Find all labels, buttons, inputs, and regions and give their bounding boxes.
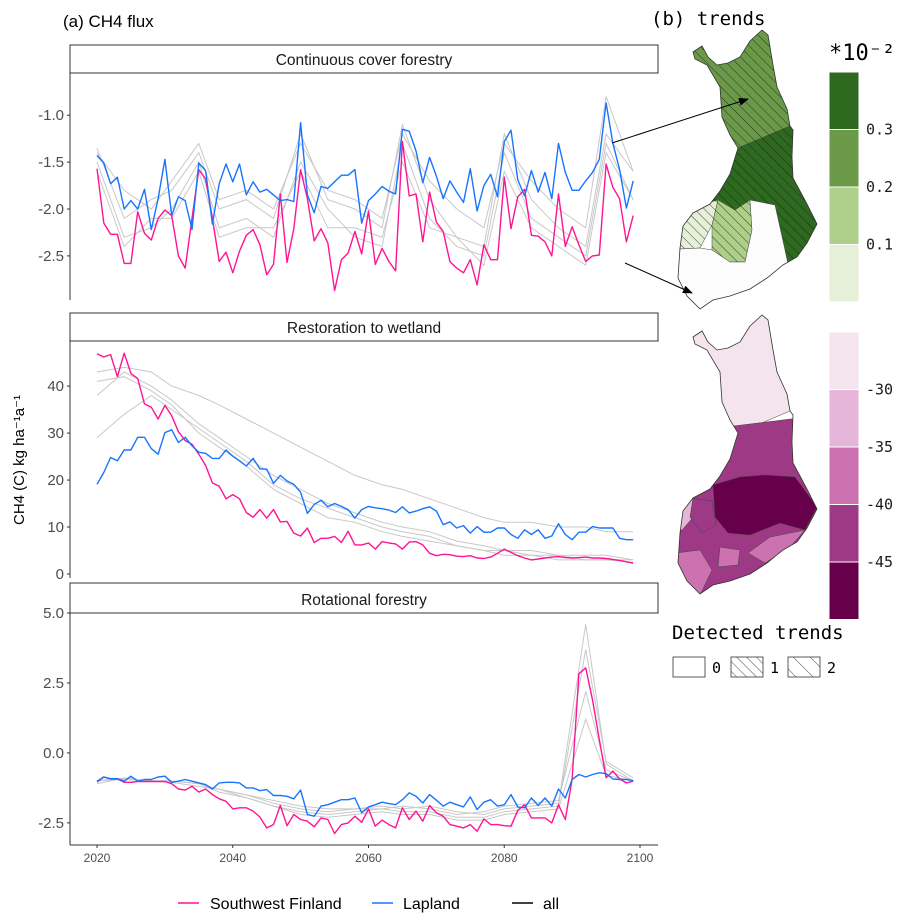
y-tick-label: -2.0	[38, 201, 64, 218]
region-ostrobothnia	[689, 497, 717, 534]
y-tick-label: -2.5	[38, 815, 64, 832]
panel-0: Continuous cover forestry -1.0 -1.5 -2.0 -2.…	[38, 44, 659, 300]
y-axis-label: CH4 (C) kg ha⁻¹a⁻¹	[11, 395, 28, 525]
series-line-southwest-finland	[96, 667, 634, 835]
y-tick-label: 30	[47, 425, 64, 442]
region-southwest	[678, 549, 713, 594]
trend-key-1	[730, 656, 764, 678]
facet-title: Continuous cover forestry	[276, 52, 453, 69]
map-trend-green	[677, 29, 818, 310]
x-tick-label: 2020	[84, 851, 111, 865]
trend-label-2: 2	[827, 659, 836, 677]
y-tick-label: 2.5	[43, 675, 64, 692]
facet-title: Restoration to wetland	[287, 320, 441, 337]
series-line-lapland	[96, 772, 634, 817]
finland-outline	[677, 29, 818, 310]
series-line-southwest-finland	[96, 140, 634, 292]
legend-label-southwest: Southwest Finland	[210, 896, 342, 913]
y-tick-label: -2.5	[38, 248, 64, 265]
y-tick-label: 5.0	[43, 605, 64, 622]
map-trend-purple	[677, 314, 818, 595]
colorbar-bin	[828, 446, 860, 505]
colorbar-label: -45	[866, 553, 893, 571]
colorbar-label: -30	[866, 381, 893, 399]
panel-2: Rotational forestry 5.0 2.5 0.0 -2.5 2020 2040…	[38, 582, 659, 865]
trend-key-2	[787, 656, 821, 678]
y-tick-label: -1.5	[38, 154, 64, 171]
finland-outline	[677, 314, 818, 595]
colorbar-label: -35	[866, 438, 893, 456]
series-line-region	[96, 366, 634, 533]
colorbar-bin	[828, 129, 860, 188]
colorbar-green: 0.3 0.2 0.1	[828, 71, 893, 303]
series-line-region	[96, 717, 634, 821]
detected-trends-title: Detected trends	[672, 622, 844, 644]
legend: Southwest Finland Lapland all	[178, 896, 559, 913]
region-central-hatch	[712, 200, 752, 262]
colorbar-label: 0.3	[866, 121, 893, 139]
region-west-hatch	[678, 200, 718, 250]
y-tick-label: -1.0	[38, 107, 64, 124]
series-line-lapland	[96, 102, 634, 231]
series-line-southwest-finland	[96, 352, 634, 564]
series-line-region	[96, 122, 634, 248]
facet-title: Rotational forestry	[301, 592, 427, 609]
region-south	[717, 546, 741, 568]
legend-label-all: all	[543, 896, 559, 913]
y-tick-label: 10	[47, 519, 64, 536]
y-tick-label: 0.0	[43, 745, 64, 762]
x-tick-label: 2060	[355, 851, 382, 865]
trend-label-0: 0	[712, 659, 721, 677]
colorbar-purple: -30 -35 -40 -45	[828, 331, 893, 620]
colorbar-label: 0.1	[866, 236, 893, 254]
colorbar-bin	[828, 389, 860, 448]
series-line-region	[96, 649, 634, 818]
colorbar-bin	[828, 71, 860, 130]
x-tick-label: 2080	[491, 851, 518, 865]
colorbar-bin	[828, 244, 860, 303]
series-line-lapland	[96, 429, 634, 541]
panel-b-title: (b) trends	[651, 8, 765, 30]
y-tick-label: 0	[56, 566, 64, 583]
arrow-to-lapland	[611, 97, 749, 144]
detected-trends-legend: 0 1 2	[672, 656, 836, 678]
panel-a-title: (a) CH4 flux	[63, 12, 154, 31]
arrow-to-southwest	[624, 262, 693, 294]
facet-strip	[69, 312, 659, 342]
colorbar-scale-label: *10⁻²	[829, 41, 895, 66]
x-tick-label: 2040	[219, 851, 246, 865]
colorbar-bin	[828, 186, 860, 245]
colorbar-label: 0.2	[866, 178, 893, 196]
x-tick-label: 2100	[627, 851, 654, 865]
colorbar-bin	[828, 331, 860, 390]
colorbar-bin	[828, 504, 860, 563]
y-tick-label: 40	[47, 378, 64, 395]
series-line-region	[96, 96, 634, 229]
series-line-region	[96, 624, 634, 816]
colorbar-bin	[828, 561, 860, 620]
facet-strip	[69, 44, 659, 74]
series-line-region	[96, 691, 634, 816]
colorbar-label: -40	[866, 496, 893, 514]
y-tick-label: 20	[47, 472, 64, 489]
facet-strip	[69, 582, 659, 614]
legend-label-lapland: Lapland	[403, 896, 460, 913]
series-line-region	[96, 151, 634, 267]
series-line-region	[96, 141, 634, 257]
trend-key-0	[672, 656, 706, 678]
series-line-region	[96, 371, 634, 561]
trend-label-1: 1	[770, 659, 779, 677]
panel-1: Restoration to wetland 40 30 20 10 0	[47, 312, 659, 583]
region-lapland	[678, 315, 817, 436]
